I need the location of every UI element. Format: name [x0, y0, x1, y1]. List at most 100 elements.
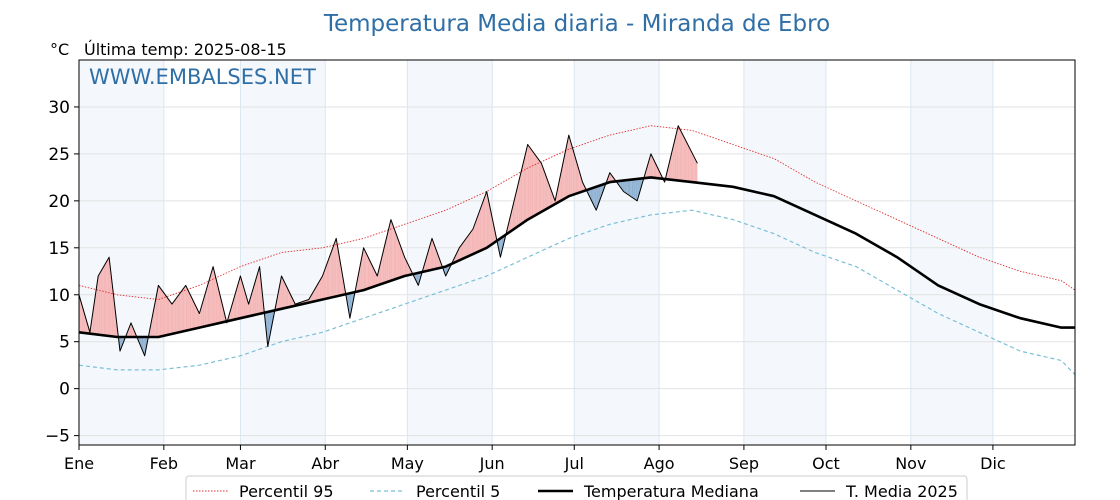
fill-above-median	[200, 304, 203, 328]
fill-above-median	[689, 147, 691, 182]
fill-above-median	[180, 291, 182, 333]
fill-above-median	[676, 125, 679, 181]
fill-above-median	[479, 206, 482, 251]
fill-above-median	[111, 280, 114, 337]
fill-above-median	[234, 290, 237, 320]
fill-above-median	[482, 198, 484, 250]
fill-above-median	[466, 236, 468, 258]
fill-above-median	[691, 152, 694, 183]
fill-above-median	[187, 288, 189, 331]
fill-above-median	[104, 261, 107, 336]
fill-above-median	[399, 242, 401, 278]
fill-above-median	[397, 238, 400, 279]
fill-above-median	[485, 191, 487, 249]
y-tick-label: −5	[45, 427, 70, 447]
fill-above-median	[188, 291, 190, 331]
fill-above-median	[330, 249, 333, 298]
fill-above-median	[512, 200, 515, 230]
fill-above-median	[363, 247, 365, 291]
fill-above-median	[568, 135, 571, 197]
fill-below-median	[622, 180, 624, 192]
fill-above-median	[438, 257, 441, 269]
fill-above-median	[166, 296, 168, 336]
fill-above-median	[650, 153, 653, 178]
fill-above-median	[371, 264, 374, 288]
fill-above-median	[682, 133, 684, 182]
fill-above-median	[690, 149, 692, 183]
fill-above-median	[567, 135, 569, 197]
fill-above-median	[214, 272, 216, 325]
fill-above-median	[315, 285, 318, 302]
fill-above-median	[233, 294, 235, 320]
fill-above-median	[314, 287, 316, 302]
fill-above-median	[110, 268, 112, 337]
fill-above-median	[578, 167, 580, 193]
fill-above-median	[208, 275, 211, 326]
fill-above-median	[685, 139, 687, 182]
fill-above-median	[256, 271, 259, 315]
fill-above-median	[427, 247, 430, 271]
fill-above-median	[102, 266, 104, 336]
fill-above-median	[83, 308, 85, 333]
fill-above-median	[460, 244, 463, 260]
fill-above-median	[192, 299, 194, 330]
fill-above-median	[284, 281, 286, 309]
fill-above-median	[114, 304, 116, 337]
fill-below-median	[139, 337, 141, 346]
fill-below-median	[637, 178, 639, 201]
fill-above-median	[384, 242, 386, 284]
fill-above-median	[493, 224, 495, 244]
fill-above-median	[401, 249, 404, 277]
fill-above-median	[80, 299, 82, 333]
fill-above-median	[280, 275, 282, 310]
x-tick-label: Jul	[564, 454, 584, 473]
fill-above-median	[334, 238, 337, 297]
fill-below-median	[596, 186, 598, 211]
fill-above-median	[519, 172, 521, 226]
fill-above-median	[483, 195, 486, 250]
y-tick-label: 20	[48, 192, 70, 212]
fill-above-median	[193, 302, 196, 329]
fill-above-median	[577, 163, 579, 194]
fill-above-median	[671, 148, 673, 180]
fill-above-median	[215, 277, 218, 324]
fill-below-median	[624, 180, 627, 194]
fill-above-median	[516, 183, 519, 228]
fill-above-median	[159, 287, 162, 337]
fill-below-median	[447, 265, 449, 274]
x-tick-label: Sep	[729, 454, 759, 473]
fill-above-median	[165, 294, 167, 336]
fill-above-median	[489, 204, 491, 246]
y-tick-label: 30	[48, 98, 70, 118]
x-tick-label: Jun	[479, 454, 505, 473]
fill-above-median	[478, 210, 480, 252]
legend-label: T. Media 2025	[845, 482, 958, 500]
fill-above-median	[362, 247, 364, 291]
fill-above-median	[337, 246, 339, 297]
fill-above-median	[240, 275, 242, 319]
fill-above-median	[574, 153, 576, 195]
fill-above-median	[431, 238, 434, 270]
fill-above-median	[245, 294, 248, 317]
fill-below-median	[601, 184, 603, 196]
fill-below-median	[592, 187, 594, 205]
fill-above-median	[328, 257, 330, 299]
x-tick-label: Nov	[895, 454, 926, 473]
fill-above-median	[250, 294, 252, 317]
fill-above-median	[549, 185, 552, 208]
fill-above-median	[282, 278, 285, 309]
fill-above-median	[319, 278, 322, 301]
fill-above-median	[154, 299, 156, 338]
fill-above-median	[526, 144, 528, 221]
fill-above-median	[530, 148, 532, 219]
y-tick-label: 10	[48, 286, 70, 306]
fill-above-median	[674, 137, 676, 181]
fill-above-median	[508, 217, 510, 233]
fill-above-median	[161, 289, 163, 337]
fill-above-median	[196, 307, 199, 329]
fill-above-median	[207, 280, 209, 326]
fill-above-median	[463, 240, 465, 259]
fill-above-median	[541, 163, 543, 212]
fill-above-median	[258, 266, 260, 315]
fill-above-median	[405, 260, 408, 276]
